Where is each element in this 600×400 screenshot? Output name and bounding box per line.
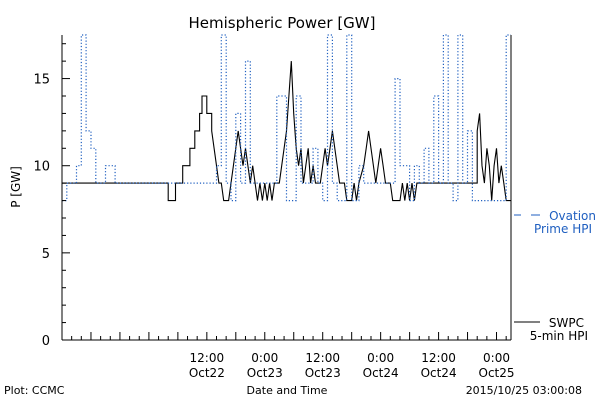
series-layer xyxy=(62,34,511,202)
generated-timestamp: 2015/10/25 03:00:08 xyxy=(466,384,582,397)
y-tick-label: 0 xyxy=(42,334,50,349)
x-tick-date-label: Oct23 xyxy=(247,366,283,380)
x-axis-label: Date and Time xyxy=(247,384,328,397)
y-tick-label: 10 xyxy=(33,160,50,175)
series-line-ovation xyxy=(62,34,511,202)
x-tick-date-label: Oct23 xyxy=(305,366,341,380)
legend-label-swpc: 5-min HPI xyxy=(530,329,588,343)
y-tick-label: 5 xyxy=(42,247,50,262)
plot-credit: Plot: CCMC xyxy=(4,384,65,397)
x-tick-time-label: 0:00 xyxy=(367,351,394,365)
y-tick-label: 15 xyxy=(33,73,50,88)
x-tick-date-label: Oct22 xyxy=(189,366,225,380)
chart-title: Hemispheric Power [GW] xyxy=(189,14,376,32)
x-tick-time-label: 12:00 xyxy=(305,351,340,365)
x-tick-time-label: 12:00 xyxy=(421,351,456,365)
legend-label-ovation: Ovation xyxy=(549,209,596,223)
x-tick-time-label: 0:00 xyxy=(483,351,510,365)
x-tick-time-label: 12:00 xyxy=(190,351,225,365)
y-axis-label: P [GW] xyxy=(9,166,23,208)
legend-label-ovation: Prime HPI xyxy=(534,222,592,236)
x-tick-date-label: Oct24 xyxy=(363,366,399,380)
x-tick-date-label: Oct25 xyxy=(479,366,515,380)
x-tick-date-label: Oct24 xyxy=(421,366,457,380)
axes-layer: 05101512:00Oct220:00Oct2312:00Oct230:00O… xyxy=(33,35,515,380)
legend-label-swpc: SWPC xyxy=(549,316,584,330)
x-tick-time-label: 0:00 xyxy=(251,351,278,365)
